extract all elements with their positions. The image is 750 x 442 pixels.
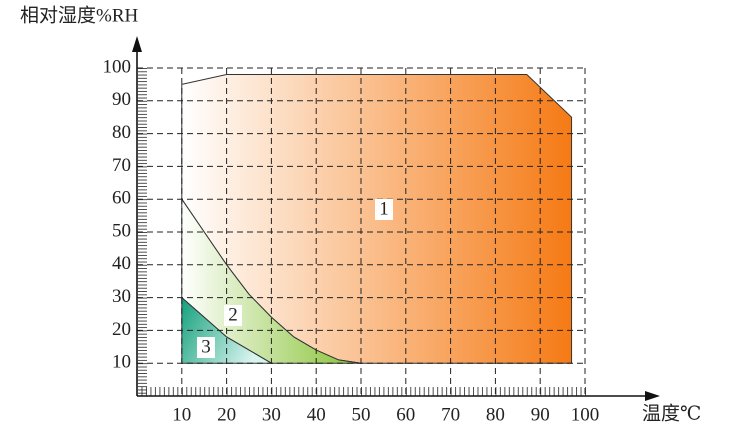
x-axis-title: 温度℃ <box>642 402 701 424</box>
x-tick-label: 100 <box>571 404 600 425</box>
y-tick-label: 70 <box>112 155 131 176</box>
y-tick-label: 40 <box>112 253 131 274</box>
x-tick-label: 70 <box>441 404 460 425</box>
x-tick-label: 10 <box>172 404 191 425</box>
y-tick-label: 10 <box>112 352 131 373</box>
y-axis-title: 相对湿度%RH <box>20 4 139 26</box>
x-arrow <box>645 391 660 401</box>
region-label: 1 <box>379 198 389 219</box>
y-arrow <box>132 36 142 52</box>
minor-ticks-y <box>138 68 147 396</box>
x-tick-label: 90 <box>531 404 550 425</box>
y-tick-label: 30 <box>112 286 131 307</box>
minor-ticks-x <box>138 387 586 396</box>
y-tick-label: 60 <box>112 188 131 209</box>
y-tick-label: 20 <box>112 319 131 340</box>
region-label-bg <box>375 199 393 220</box>
x-tick-label: 30 <box>262 404 281 425</box>
x-tick-label: 60 <box>396 404 415 425</box>
x-tick-label: 80 <box>486 404 505 425</box>
region-label-bg <box>224 305 242 326</box>
x-tick-label: 40 <box>307 404 326 425</box>
region-label: 3 <box>201 336 211 357</box>
region-label: 2 <box>228 304 238 325</box>
y-tick-label: 100 <box>103 56 132 77</box>
x-tick-label: 20 <box>217 404 236 425</box>
y-tick-label: 50 <box>112 220 131 241</box>
x-tick-label: 50 <box>352 404 371 425</box>
region-label-bg <box>197 337 215 358</box>
y-tick-label: 80 <box>112 122 131 143</box>
grid <box>137 67 586 396</box>
y-tick-label: 90 <box>112 89 131 110</box>
